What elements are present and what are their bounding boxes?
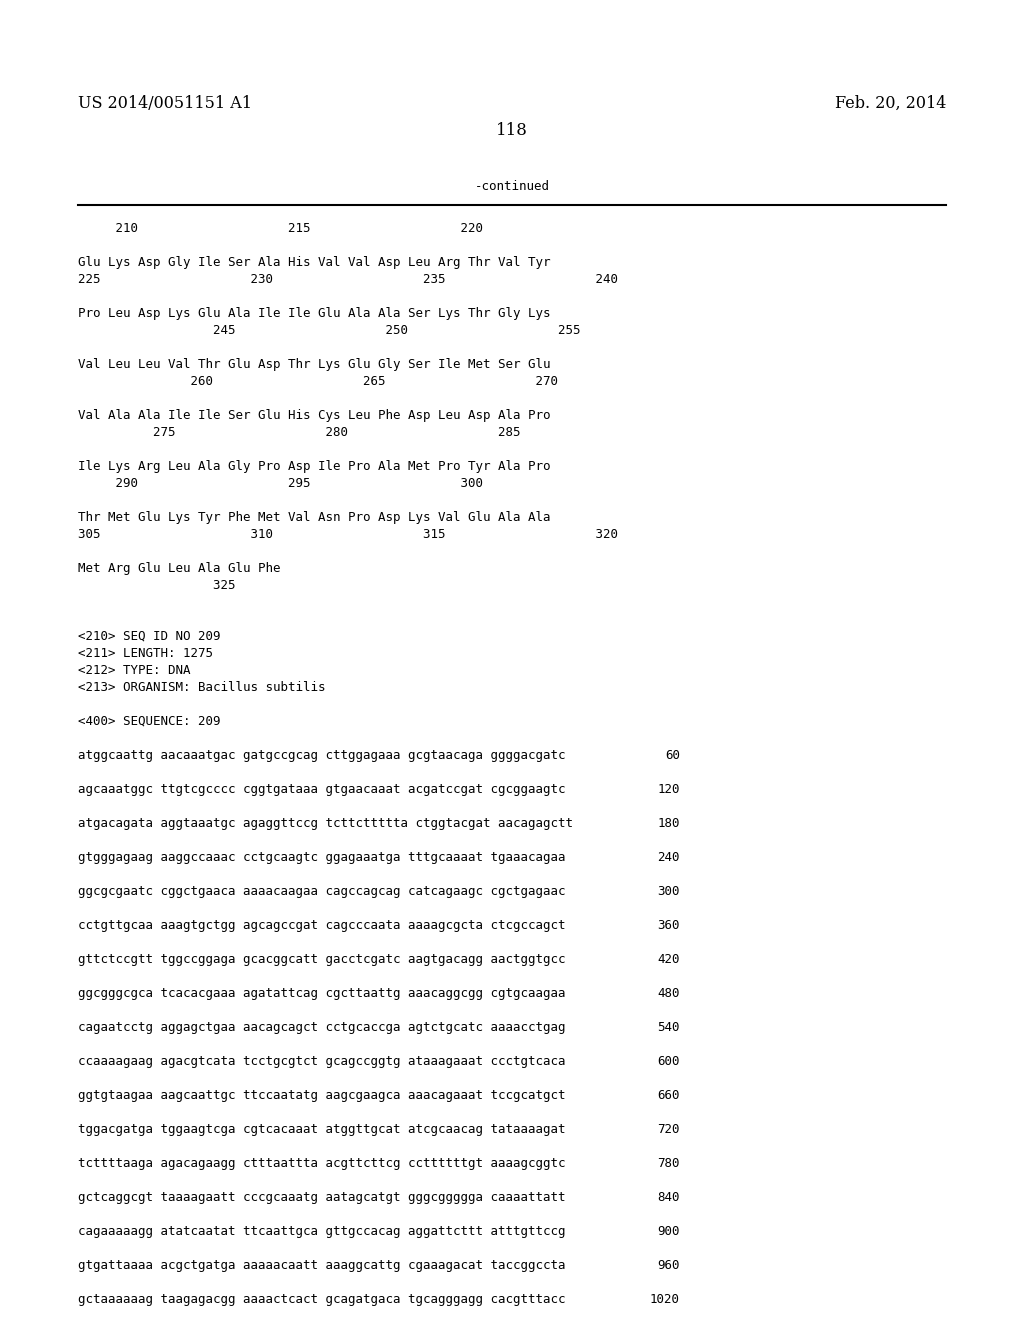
Text: Val Ala Ala Ile Ile Ser Glu His Cys Leu Phe Asp Leu Asp Ala Pro: Val Ala Ala Ile Ile Ser Glu His Cys Leu … (78, 409, 551, 422)
Text: <400> SEQUENCE: 209: <400> SEQUENCE: 209 (78, 715, 220, 729)
Text: 660: 660 (657, 1089, 680, 1102)
Text: 600: 600 (657, 1055, 680, 1068)
Text: atggcaattg aacaaatgac gatgccgcag cttggagaaa gcgtaacaga ggggacgatc: atggcaattg aacaaatgac gatgccgcag cttggag… (78, 748, 565, 762)
Text: 540: 540 (657, 1020, 680, 1034)
Text: -continued: -continued (474, 180, 550, 193)
Text: 840: 840 (657, 1191, 680, 1204)
Text: ccaaaagaag agacgtcata tcctgcgtct gcagccggtg ataaagaaat ccctgtcaca: ccaaaagaag agacgtcata tcctgcgtct gcagccg… (78, 1055, 565, 1068)
Text: gctaaaaaag taagagacgg aaaactcact gcagatgaca tgcagggagg cacgtttacc: gctaaaaaag taagagacgg aaaactcact gcagatg… (78, 1294, 565, 1305)
Text: ggtgtaagaa aagcaattgc ttccaatatg aagcgaagca aaacagaaat tccgcatgct: ggtgtaagaa aagcaattgc ttccaatatg aagcgaa… (78, 1089, 565, 1102)
Text: gtgattaaaa acgctgatga aaaaacaatt aaaggcattg cgaaagacat taccggccta: gtgattaaaa acgctgatga aaaaacaatt aaaggca… (78, 1259, 565, 1272)
Text: cagaaaaagg atatcaatat ttcaattgca gttgccacag aggattcttt atttgttccg: cagaaaaagg atatcaatat ttcaattgca gttgcca… (78, 1225, 565, 1238)
Text: Glu Lys Asp Gly Ile Ser Ala His Val Val Asp Leu Arg Thr Val Tyr: Glu Lys Asp Gly Ile Ser Ala His Val Val … (78, 256, 551, 269)
Text: atgacagata aggtaaatgc agaggttccg tcttcttttta ctggtacgat aacagagctt: atgacagata aggtaaatgc agaggttccg tcttctt… (78, 817, 573, 830)
Text: 480: 480 (657, 987, 680, 1001)
Text: 720: 720 (657, 1123, 680, 1137)
Text: agcaaatggc ttgtcgcccc cggtgataaa gtgaacaaat acgatccgat cgcggaagtc: agcaaatggc ttgtcgcccc cggtgataaa gtgaaca… (78, 783, 565, 796)
Text: ggcgggcgca tcacacgaaa agatattcag cgcttaattg aaacaggcgg cgtgcaagaa: ggcgggcgca tcacacgaaa agatattcag cgcttaa… (78, 987, 565, 1001)
Text: cagaatcctg aggagctgaa aacagcagct cctgcaccga agtctgcatc aaaacctgag: cagaatcctg aggagctgaa aacagcagct cctgcac… (78, 1020, 565, 1034)
Text: tcttttaaga agacagaagg ctttaattta acgttcttcg ccttttttgt aaaagcggtc: tcttttaaga agacagaagg ctttaattta acgttct… (78, 1158, 565, 1170)
Text: <211> LENGTH: 1275: <211> LENGTH: 1275 (78, 647, 213, 660)
Text: 960: 960 (657, 1259, 680, 1272)
Text: tggacgatga tggaagtcga cgtcacaaat atggttgcat atcgcaacag tataaaagat: tggacgatga tggaagtcga cgtcacaaat atggttg… (78, 1123, 565, 1137)
Text: 240: 240 (657, 851, 680, 865)
Text: 118: 118 (496, 121, 528, 139)
Text: 305                    310                    315                    320: 305 310 315 320 (78, 528, 618, 541)
Text: <213> ORGANISM: Bacillus subtilis: <213> ORGANISM: Bacillus subtilis (78, 681, 326, 694)
Text: 210                    215                    220: 210 215 220 (78, 222, 483, 235)
Text: Feb. 20, 2014: Feb. 20, 2014 (835, 95, 946, 112)
Text: Thr Met Glu Lys Tyr Phe Met Val Asn Pro Asp Lys Val Glu Ala Ala: Thr Met Glu Lys Tyr Phe Met Val Asn Pro … (78, 511, 551, 524)
Text: 275                    280                    285: 275 280 285 (78, 426, 520, 440)
Text: Met Arg Glu Leu Ala Glu Phe: Met Arg Glu Leu Ala Glu Phe (78, 562, 281, 576)
Text: 290                    295                    300: 290 295 300 (78, 477, 483, 490)
Text: gttctccgtt tggccggaga gcacggcatt gacctcgatc aagtgacagg aactggtgcc: gttctccgtt tggccggaga gcacggcatt gacctcg… (78, 953, 565, 966)
Text: 360: 360 (657, 919, 680, 932)
Text: gtgggagaag aaggccaaac cctgcaagtc ggagaaatga tttgcaaaat tgaaacagaa: gtgggagaag aaggccaaac cctgcaagtc ggagaaa… (78, 851, 565, 865)
Text: US 2014/0051151 A1: US 2014/0051151 A1 (78, 95, 252, 112)
Text: Val Leu Leu Val Thr Glu Asp Thr Lys Glu Gly Ser Ile Met Ser Glu: Val Leu Leu Val Thr Glu Asp Thr Lys Glu … (78, 358, 551, 371)
Text: 180: 180 (657, 817, 680, 830)
Text: 260                    265                    270: 260 265 270 (78, 375, 558, 388)
Text: ggcgcgaatc cggctgaaca aaaacaagaa cagccagcag catcagaagc cgctgagaac: ggcgcgaatc cggctgaaca aaaacaagaa cagccag… (78, 884, 565, 898)
Text: cctgttgcaa aaagtgctgg agcagccgat cagcccaata aaaagcgcta ctcgccagct: cctgttgcaa aaagtgctgg agcagccgat cagccca… (78, 919, 565, 932)
Text: 780: 780 (657, 1158, 680, 1170)
Text: 120: 120 (657, 783, 680, 796)
Text: Pro Leu Asp Lys Glu Ala Ile Ile Glu Ala Ala Ser Lys Thr Gly Lys: Pro Leu Asp Lys Glu Ala Ile Ile Glu Ala … (78, 308, 551, 319)
Text: 420: 420 (657, 953, 680, 966)
Text: 1020: 1020 (650, 1294, 680, 1305)
Text: <210> SEQ ID NO 209: <210> SEQ ID NO 209 (78, 630, 220, 643)
Text: 300: 300 (657, 884, 680, 898)
Text: 60: 60 (665, 748, 680, 762)
Text: gctcaggcgt taaaagaatt cccgcaaatg aatagcatgt gggcggggga caaaattatt: gctcaggcgt taaaagaatt cccgcaaatg aatagca… (78, 1191, 565, 1204)
Text: <212> TYPE: DNA: <212> TYPE: DNA (78, 664, 190, 677)
Text: 225                    230                    235                    240: 225 230 235 240 (78, 273, 618, 286)
Text: 325: 325 (78, 579, 236, 591)
Text: 900: 900 (657, 1225, 680, 1238)
Text: Ile Lys Arg Leu Ala Gly Pro Asp Ile Pro Ala Met Pro Tyr Ala Pro: Ile Lys Arg Leu Ala Gly Pro Asp Ile Pro … (78, 459, 551, 473)
Text: 245                    250                    255: 245 250 255 (78, 323, 581, 337)
